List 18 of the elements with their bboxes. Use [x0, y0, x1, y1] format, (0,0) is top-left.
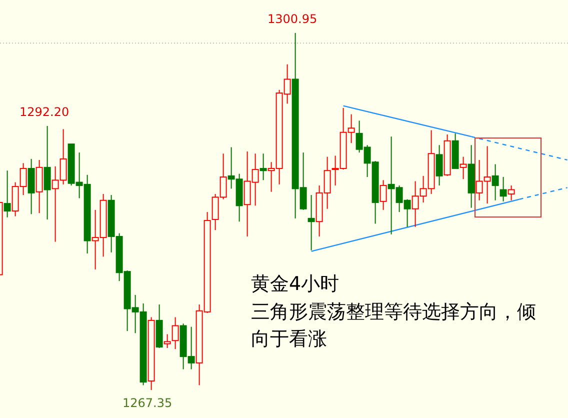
candlestick — [308, 194, 315, 251]
annotation: 三角形震荡整理等待选择方向，倾向于看涨 — [251, 301, 536, 350]
candlestick — [380, 180, 387, 210]
candlestick — [44, 125, 51, 220]
annotation: 1300.95 — [267, 12, 318, 26]
candlestick — [36, 159, 43, 214]
text: 黄金4小时 — [251, 273, 340, 295]
candlestick — [4, 170, 11, 218]
candlestick — [436, 144, 443, 186]
annotation: 1292.20 — [19, 104, 70, 119]
candlestick — [28, 158, 35, 215]
annotation: 1267.35 — [122, 396, 172, 410]
candlestick — [500, 176, 507, 202]
candlestick — [468, 144, 475, 208]
candlestick — [492, 164, 499, 201]
candlestick — [172, 316, 179, 350]
candlestick — [148, 316, 155, 390]
candlestick — [260, 153, 267, 181]
